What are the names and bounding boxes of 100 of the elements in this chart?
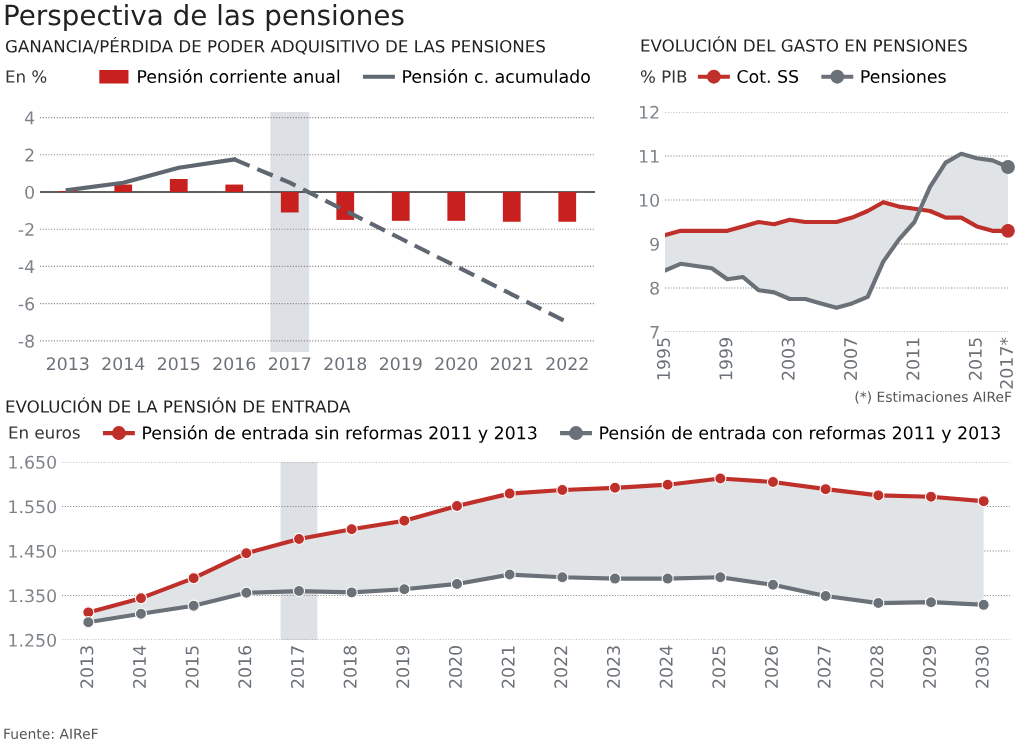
point [398,514,411,527]
x-tick-label: 2026 [764,645,779,688]
x-tick-label: 2015 [968,338,982,380]
legend-label: Pensión de entrada sin reformas 2011 y 2013 [143,425,537,443]
x-tick-label: 2022 [554,646,568,688]
point [872,489,885,502]
point [608,481,622,494]
x-tick-label: 2016 [213,357,256,371]
x-tick-label: 2017* [999,337,1014,389]
x-tick-label: 2007 [844,338,858,380]
x-tick-label: 2015 [157,357,200,371]
bar [447,192,466,221]
point [240,586,253,599]
point [398,583,411,596]
y-axis-title: En % [6,70,47,83]
point [292,584,306,598]
legend-label: Cot. SS [737,69,799,84]
point [766,578,780,591]
point [450,499,464,513]
x-tick-label: 2028 [870,646,884,688]
y-tick-label: 4 [24,111,35,125]
x-tick-label: 2029 [922,646,937,688]
y-tick-label: 0 [25,185,34,199]
chart-title: Perspectiva de las pensiones [5,4,404,31]
x-tick-label: 2015 [185,646,199,688]
source-note: Fuente: AIReF [4,728,98,740]
bar [169,178,188,192]
x-tick-label: 2014 [132,645,147,688]
x-tick-label: 2027 [817,646,831,688]
y-tick-label: -6 [18,297,35,311]
y-tick-label: -8 [18,334,34,348]
y-tick-label: -2 [18,222,34,236]
point [924,490,938,503]
point [503,487,516,500]
x-tick-label: 2018 [343,646,357,688]
point [819,589,832,603]
x-tick-label: 2020 [435,357,478,371]
x-tick-label: 2030 [975,646,989,688]
y-tick-label: 1.350 [9,589,56,603]
x-tick-label: 2018 [324,357,367,371]
x-tick-label: 2017 [290,646,305,688]
y-axis-title: % PIB [640,70,687,83]
point [661,478,674,491]
chart-title: EVOLUCIÓN DEL GASTO EN PENSIONES [641,36,967,52]
point [924,596,938,609]
x-tick-label: 1995 [656,338,671,380]
y-tick-label: 1.550 [9,500,56,514]
point [187,572,200,585]
x-tick-label: 2014 [102,357,145,371]
point [345,523,358,536]
x-tick-label: 2022 [546,357,588,371]
point [661,572,674,585]
point [292,532,306,546]
point [503,568,516,581]
x-tick-label: 2017 [268,357,311,371]
bar [280,192,299,213]
point [450,577,464,591]
y-axis-title: En euros [9,426,80,439]
point [345,586,358,599]
x-tick-label: 2019 [379,357,422,371]
y-tick-label: 1.250 [9,633,56,647]
bar [502,192,521,222]
point [766,475,780,489]
x-tick-label: 2016 [238,645,252,688]
point [240,547,253,560]
point [134,592,148,605]
x-tick-label: 2020 [448,646,463,688]
point [977,495,990,508]
x-tick-label: 2011 [906,338,920,380]
bar [558,192,577,222]
x-tick-label: 2024 [659,645,673,688]
text: (*) Estimaciones AIReF [855,391,1012,404]
y-tick-label: 1.450 [9,544,56,558]
y-tick-label: -4 [18,260,35,274]
legend-label: Pensión de entrada con reformas 2011 y 2013 [600,425,1000,443]
legend-label: Pensiones [861,69,946,84]
point [187,599,200,612]
y-tick-label: 1.650 [9,455,56,469]
point [608,572,622,585]
bar [391,192,410,221]
point [977,598,990,611]
y-tick-label: 9 [650,237,659,251]
point [819,483,832,496]
bar [114,184,133,192]
x-tick-label: 1999 [719,338,733,380]
point [714,472,727,485]
y-tick-label: 10 [639,193,659,207]
x-tick-label: 2025 [712,646,726,688]
chart-title: EVOLUCIÓN DE LA PENSIÓN DE ENTRADA [6,397,351,413]
y-tick-label: 12 [639,105,659,119]
y-tick-label: 11 [639,149,659,163]
x-tick-label: 2021 [501,646,515,688]
y-tick-label: 7 [650,325,659,339]
x-tick-label: 2013 [46,357,89,371]
point [82,616,95,629]
x-tick-label: 2023 [606,646,621,688]
point [872,596,885,610]
bar [225,184,244,192]
point [556,571,569,584]
x-tick-label: 2013 [80,646,94,688]
